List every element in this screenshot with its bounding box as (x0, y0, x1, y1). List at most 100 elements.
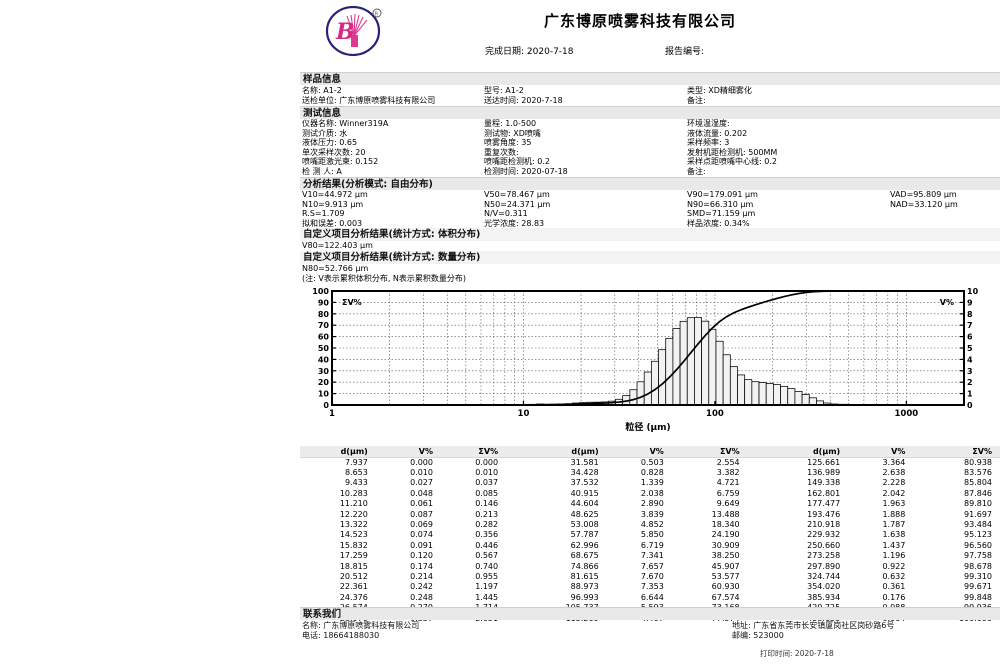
table-cell: 4.852 (640, 519, 664, 529)
table-cell: 12.220 (339, 509, 368, 519)
emitter-detector-value: 500MM (748, 147, 778, 157)
table-cell: 53.577 (711, 571, 740, 581)
table-cell: 20.512 (339, 571, 368, 581)
table-row: 18.815 0.174 0.740 74.866 7.657 45.907 297.890… (300, 562, 1000, 572)
table-cell: 7.353 (640, 582, 664, 592)
table-cell: 40.915 (570, 488, 599, 498)
flow-row: 液体流量: 0.202 (687, 129, 917, 139)
table-cell-gap (748, 551, 762, 561)
range-row: 量程: 1.0-500 (484, 119, 674, 129)
sample-model-row: 型号: A1-2 (484, 86, 674, 96)
table-cell: 2.638 (882, 467, 906, 477)
frequency-label: 采样频率: (687, 138, 722, 148)
table-cell: 14.523 (339, 530, 368, 540)
table-cell: 44.604 (570, 499, 599, 509)
svg-text:R: R (375, 12, 379, 18)
table-cell: 0.010 (475, 467, 499, 477)
table-cell: 57.787 (570, 530, 599, 540)
contact-phone-label: 电话: (302, 631, 321, 640)
completion-date: 完成日期: 2020-7-18 (485, 44, 574, 57)
table-cell: 0.503 (640, 457, 664, 467)
ambient-label: 环境温湿度: (687, 119, 730, 128)
ambient-row: 环境温湿度: (687, 119, 917, 129)
print-timestamp: 打印时间: 2020-7-18 (760, 648, 834, 659)
table-cell: 0.010 (410, 467, 433, 477)
svg-text:80: 80 (318, 310, 330, 319)
nad: NAD=33.120 μm (890, 199, 958, 209)
contact-name-value: 广东博原喷雾科技有限公司 (323, 621, 420, 630)
medium-row: 测试介质: 水 (302, 129, 492, 139)
frequency-value: 3 (724, 138, 730, 148)
analysis-fields: V10=44.972 μm N10=9.913 μm R.S=1.709 拟和误… (302, 190, 1000, 232)
table-cell: 0.085 (475, 488, 499, 498)
table-cell: 74.866 (570, 561, 599, 571)
report-header: B R 广东博原喷雾科技有限公司 完成日期: 2020-7-18 报告编号: (0, 0, 1000, 62)
completion-date-label: 完成日期: (485, 47, 525, 57)
spray-angle-label: 喷雾角度: (484, 138, 519, 148)
table-cell: 91.697 (964, 509, 992, 519)
table-cell: 45.907 (711, 561, 740, 571)
svg-text:8: 8 (967, 310, 973, 319)
table-cell: 3.839 (640, 509, 664, 519)
table-cell-gap (506, 489, 520, 499)
instrument-name-row: 仪器名称: Winner319A (302, 119, 492, 129)
svg-text:粒径 (μm): 粒径 (μm) (625, 421, 670, 433)
table-cell: 31.581 (570, 457, 599, 467)
table-row: 13.322 0.069 0.282 53.008 4.852 18.340 210.918… (300, 520, 1000, 530)
contact-address-row: 地址: 广东省东莞市长安镇厦岗社区岗砂路6号 (732, 621, 894, 631)
table-body: 7.937 0.000 0.000 31.581 0.503 2.554 125.661 3.… (300, 457, 1000, 624)
svg-text:0: 0 (323, 401, 329, 410)
spray-angle-value: 35 (521, 138, 532, 148)
sample-count-value: 20 (355, 147, 366, 157)
contact-name-label: 名称: (302, 621, 321, 630)
table-cell: 0.213 (475, 509, 499, 519)
table-cell: 324.744 (807, 571, 841, 581)
table-cell: 0.061 (410, 499, 433, 509)
print-timestamp-value: 2020-7-18 (794, 649, 834, 658)
table-cell: 0.074 (410, 530, 433, 540)
table-cell: 193.476 (807, 509, 841, 519)
operator-row: 检 测 人: A (302, 167, 492, 177)
operator-label: 检 测 人: (302, 166, 334, 176)
range-label: 量程: (484, 119, 503, 128)
range-value: 1.0-500 (505, 119, 537, 128)
table-cell: 24.376 (339, 592, 368, 602)
section-custom-number: 自定义项目分析结果(统计方式: 数量分布) (300, 251, 1000, 264)
table-header-row: d(μm) V% ΣV% d(μm) V% ΣV% d(μm) V% ΣV% (300, 446, 1000, 458)
table-cell-gap (506, 572, 520, 582)
nozzle-detector-value: 0.2 (537, 157, 550, 167)
table-cell: 9.433 (344, 478, 368, 488)
table-cell: 1.888 (882, 509, 906, 519)
table-cell: 17.259 (339, 551, 368, 561)
table-row: 24.376 0.248 1.445 96.993 6.644 67.574 385.934… (300, 593, 1000, 603)
table-cell: 99.848 (964, 592, 992, 602)
table-cell: 297.890 (807, 561, 841, 571)
table-col-header: V% (848, 446, 914, 458)
table-cell: 83.576 (964, 467, 992, 477)
table-cell: 99.310 (964, 571, 992, 581)
table-row: 17.259 0.120 0.567 68.675 7.341 38.250 273.258… (300, 551, 1000, 561)
table-cell: 13.488 (711, 509, 740, 519)
table-col-header: d(μm) (520, 446, 607, 458)
table-cell: 0.567 (475, 551, 499, 561)
table-cell: 1.339 (640, 478, 664, 488)
sample-count-label: 单次采样次数: (302, 147, 353, 157)
particle-size-chart: 0 10 20 30 40 50 60 70 80 90 100 0 1 2 3 4 5 6 7 8 9 10 1 10 100… (300, 283, 1000, 433)
table-cell: 0.740 (475, 561, 499, 571)
contact-zip-label: 邮编: (732, 631, 751, 640)
table-row: 20.512 0.214 0.955 81.615 7.670 53.577 324.744… (300, 572, 1000, 582)
table-cell: 0.632 (882, 571, 906, 581)
table-cell: 0.242 (410, 582, 433, 592)
table-row: 10.283 0.048 0.085 40.915 2.038 6.759 162.801 2… (300, 489, 1000, 499)
contact-address-label: 地址: (732, 621, 751, 630)
medium-label: 测试介质: (302, 128, 337, 138)
table-cell-gap (506, 499, 520, 509)
sample-remark-label: 备注: (687, 95, 706, 105)
table-cell: 89.810 (964, 499, 992, 509)
smd: SMD=71.159 μm (687, 209, 756, 219)
table-cell: 1.787 (882, 519, 906, 529)
table-row: 22.361 0.242 1.197 88.973 7.353 60.930 354.020… (300, 582, 1000, 592)
n-over-v: N/V=0.311 (484, 209, 528, 219)
n10: N10=9.913 μm (302, 199, 364, 209)
table-cell: 1.963 (882, 499, 906, 509)
